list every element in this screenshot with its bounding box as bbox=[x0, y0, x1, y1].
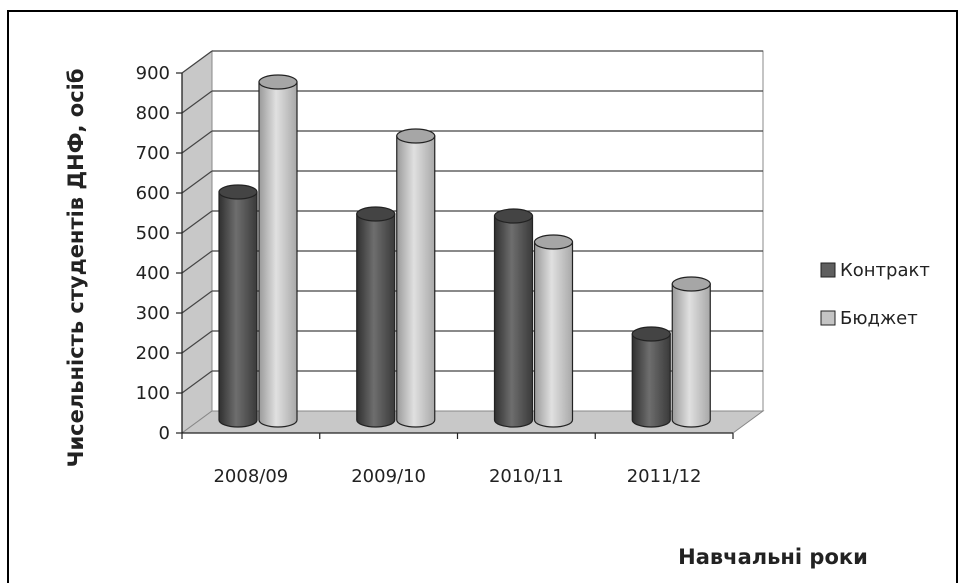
bar bbox=[671, 276, 711, 428]
bar-top bbox=[631, 326, 671, 342]
y-tick-label: 600 bbox=[136, 183, 170, 204]
bar-top bbox=[218, 184, 258, 200]
gridline-side bbox=[181, 330, 213, 354]
bar-top bbox=[258, 74, 298, 90]
y-tick-label: 500 bbox=[136, 223, 170, 244]
bar bbox=[533, 234, 574, 428]
x-axis-title: Навчальні роки bbox=[678, 545, 868, 569]
y-tick-label: 0 bbox=[159, 423, 170, 444]
gridline-side bbox=[181, 130, 213, 154]
bar-body bbox=[493, 215, 534, 428]
y-tick-label: 400 bbox=[136, 263, 170, 284]
bar-top bbox=[396, 128, 436, 144]
gridline-side bbox=[181, 170, 213, 194]
bar bbox=[356, 206, 396, 428]
bar-top bbox=[533, 234, 574, 250]
y-tick-label: 700 bbox=[136, 143, 170, 164]
bar-body bbox=[631, 333, 671, 428]
legend-label: Бюджет bbox=[840, 308, 918, 329]
bar-body bbox=[396, 135, 436, 428]
gridline-side bbox=[181, 90, 213, 114]
bar-body bbox=[671, 283, 711, 428]
bar bbox=[631, 326, 671, 428]
bar-top bbox=[356, 206, 396, 222]
y-tick-label: 800 bbox=[136, 103, 170, 124]
y-tick-label: 200 bbox=[136, 343, 170, 364]
y-axis-title: Чисельність студентів ДНФ, осіб bbox=[64, 68, 88, 467]
bar bbox=[218, 184, 258, 428]
x-tick-label: 2009/10 bbox=[351, 466, 426, 487]
side-wall bbox=[181, 50, 213, 434]
gridline-side bbox=[181, 210, 213, 234]
bar-body bbox=[356, 213, 396, 428]
x-tick-label: 2011/12 bbox=[627, 466, 702, 487]
bar-body bbox=[533, 241, 574, 428]
bar bbox=[396, 128, 436, 428]
gridline-side bbox=[181, 50, 213, 74]
legend-label: Контракт bbox=[840, 260, 930, 281]
gridline-side bbox=[181, 370, 213, 394]
gridline-side bbox=[181, 250, 213, 274]
bar-body bbox=[218, 191, 258, 428]
bar-body bbox=[258, 81, 298, 428]
legend-swatch bbox=[820, 262, 836, 278]
y-tick-label: 100 bbox=[136, 383, 170, 404]
x-tick-label: 2010/11 bbox=[489, 466, 564, 487]
bar-top bbox=[493, 208, 534, 224]
bar bbox=[493, 208, 534, 428]
gridline-side bbox=[181, 290, 213, 314]
back-wall bbox=[211, 50, 764, 412]
y-tick-label: 900 bbox=[136, 63, 170, 84]
x-tick-label: 2008/09 bbox=[213, 466, 288, 487]
bar bbox=[258, 74, 298, 428]
legend-swatch bbox=[820, 310, 836, 326]
bar-top bbox=[671, 276, 711, 292]
y-tick-label: 300 bbox=[136, 303, 170, 324]
